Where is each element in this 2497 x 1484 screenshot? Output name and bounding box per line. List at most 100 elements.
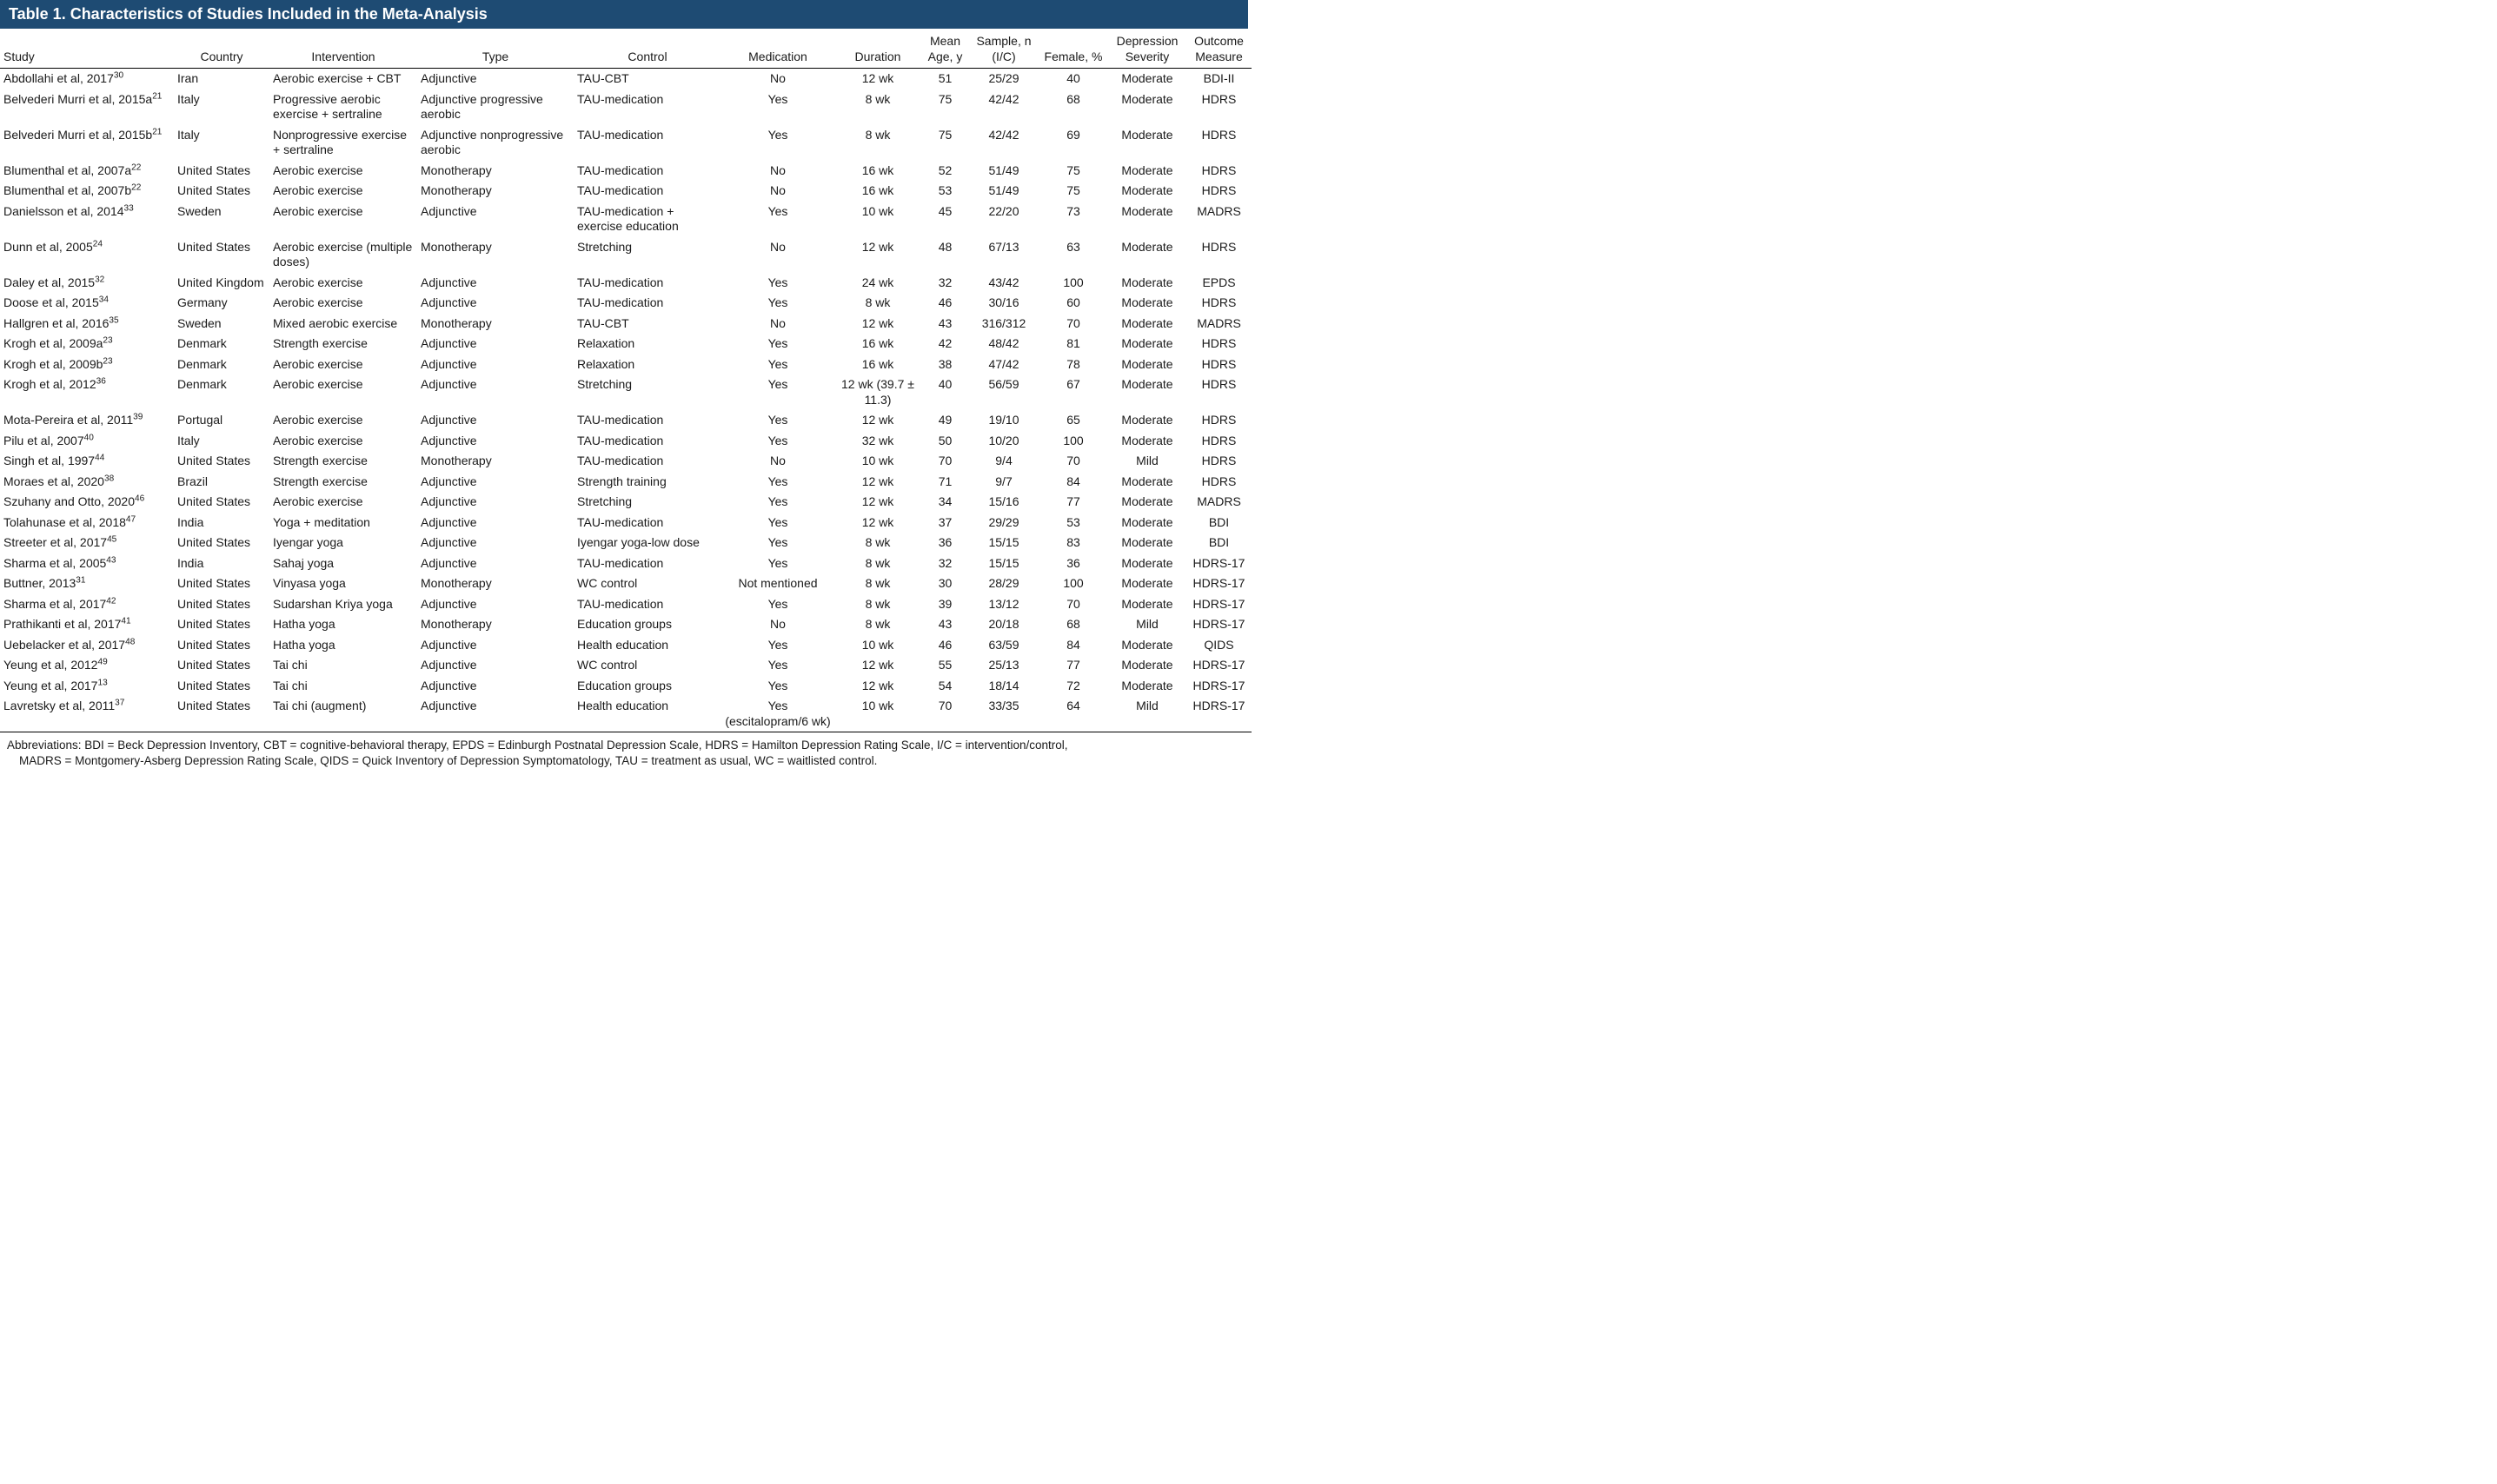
cell-country: Italy [174, 89, 269, 125]
cell-country: Denmark [174, 374, 269, 410]
cell-out: BDI [1186, 533, 1252, 553]
cell-type: Adjunctive [417, 374, 574, 410]
cell-med: Yes [721, 410, 834, 431]
study-ref-sup: 23 [103, 335, 112, 345]
cell-control: Relaxation [574, 354, 721, 375]
cell-sample: 9/4 [969, 451, 1039, 472]
cell-age: 30 [921, 573, 969, 594]
study-text: Abdollahi et al, 2017 [3, 71, 114, 85]
cell-out: HDRS [1186, 237, 1252, 273]
cell-sev: Moderate [1108, 472, 1186, 493]
study-text: Buttner, 2013 [3, 576, 76, 590]
study-ref-sup: 24 [93, 239, 103, 248]
study-text: Szuhany and Otto, 2020 [3, 494, 135, 508]
cell-sample: 63/59 [969, 635, 1039, 656]
study-text: Lavretsky et al, 2011 [3, 699, 115, 712]
cell-sev: Moderate [1108, 354, 1186, 375]
cell-out: HDRS-17 [1186, 676, 1252, 697]
abbrev-line2: MADRS = Montgomery-Asberg Depression Rat… [7, 753, 1241, 769]
cell-type: Adjunctive nonprogressive aerobic [417, 125, 574, 161]
cell-type: Adjunctive [417, 472, 574, 493]
cell-med: Yes [721, 655, 834, 676]
cell-out: MADRS [1186, 492, 1252, 513]
table-row: Streeter et al, 201745United StatesIyeng… [0, 533, 1252, 553]
cell-interv: Vinyasa yoga [269, 573, 417, 594]
cell-dur: 8 wk [834, 89, 921, 125]
cell-type: Monotherapy [417, 314, 574, 335]
cell-dur: 10 wk [834, 202, 921, 237]
study-text: Dunn et al, 2005 [3, 240, 93, 254]
cell-control: TAU-medication [574, 451, 721, 472]
cell-sample: 10/20 [969, 431, 1039, 452]
study-ref-sup: 44 [95, 453, 104, 462]
table-row: Daley et al, 201532United KingdomAerobic… [0, 273, 1252, 294]
cell-sev: Moderate [1108, 314, 1186, 335]
cell-age: 55 [921, 655, 969, 676]
col-country: Country [174, 29, 269, 69]
study-ref-sup: 13 [97, 678, 107, 687]
cell-sample: 15/15 [969, 553, 1039, 574]
cell-study: Abdollahi et al, 201730 [0, 69, 174, 89]
study-ref-sup: 40 [84, 433, 94, 442]
cell-interv: Aerobic exercise [269, 492, 417, 513]
cell-country: United States [174, 573, 269, 594]
study-text: Krogh et al, 2009a [3, 336, 103, 350]
study-ref-sup: 30 [114, 70, 123, 80]
cell-control: TAU-medication + exercise education [574, 202, 721, 237]
cell-country: United States [174, 451, 269, 472]
cell-country: Italy [174, 431, 269, 452]
cell-sev: Moderate [1108, 553, 1186, 574]
cell-female: 70 [1039, 594, 1108, 615]
cell-study: Danielsson et al, 201433 [0, 202, 174, 237]
cell-out: HDRS-17 [1186, 553, 1252, 574]
table-row: Belvederi Murri et al, 2015a21ItalyProgr… [0, 89, 1252, 125]
cell-interv: Nonprogressive exercise + sertraline [269, 125, 417, 161]
cell-med: Yes [721, 374, 834, 410]
cell-dur: 12 wk [834, 492, 921, 513]
cell-study: Krogh et al, 201236 [0, 374, 174, 410]
cell-control: TAU-medication [574, 161, 721, 182]
cell-type: Adjunctive [417, 676, 574, 697]
cell-dur: 12 wk [834, 513, 921, 533]
meta-analysis-table: Table 1. Characteristics of Studies Incl… [0, 0, 1248, 778]
cell-age: 32 [921, 553, 969, 574]
cell-dur: 8 wk [834, 125, 921, 161]
study-text: Krogh et al, 2012 [3, 377, 96, 391]
cell-out: HDRS-17 [1186, 614, 1252, 635]
cell-interv: Aerobic exercise (multiple doses) [269, 237, 417, 273]
cell-control: Education groups [574, 614, 721, 635]
cell-out: HDRS [1186, 334, 1252, 354]
cell-interv: Aerobic exercise + CBT [269, 69, 417, 89]
cell-med: Yes [721, 431, 834, 452]
cell-out: HDRS [1186, 125, 1252, 161]
cell-dur: 12 wk [834, 676, 921, 697]
cell-type: Adjunctive [417, 69, 574, 89]
cell-out: HDRS-17 [1186, 696, 1252, 732]
cell-interv: Aerobic exercise [269, 410, 417, 431]
col-control: Control [574, 29, 721, 69]
cell-med: Yes [721, 202, 834, 237]
study-ref-sup: 36 [96, 376, 106, 386]
cell-age: 75 [921, 125, 969, 161]
cell-out: HDRS [1186, 451, 1252, 472]
cell-sample: 56/59 [969, 374, 1039, 410]
cell-sev: Moderate [1108, 594, 1186, 615]
cell-control: TAU-medication [574, 431, 721, 452]
cell-control: TAU-medication [574, 273, 721, 294]
cell-out: HDRS [1186, 89, 1252, 125]
cell-study: Lavretsky et al, 201137 [0, 696, 174, 732]
cell-interv: Yoga + meditation [269, 513, 417, 533]
cell-med: Yes [721, 472, 834, 493]
cell-med: Yes [721, 354, 834, 375]
study-ref-sup: 31 [76, 575, 85, 585]
cell-country: United States [174, 181, 269, 202]
cell-interv: Aerobic exercise [269, 354, 417, 375]
col-med: Medication [721, 29, 834, 69]
cell-out: EPDS [1186, 273, 1252, 294]
study-text: Daley et al, 2015 [3, 275, 95, 289]
cell-interv: Aerobic exercise [269, 181, 417, 202]
cell-country: Brazil [174, 472, 269, 493]
study-ref-sup: 37 [115, 698, 124, 707]
cell-study: Belvederi Murri et al, 2015a21 [0, 89, 174, 125]
cell-dur: 16 wk [834, 161, 921, 182]
